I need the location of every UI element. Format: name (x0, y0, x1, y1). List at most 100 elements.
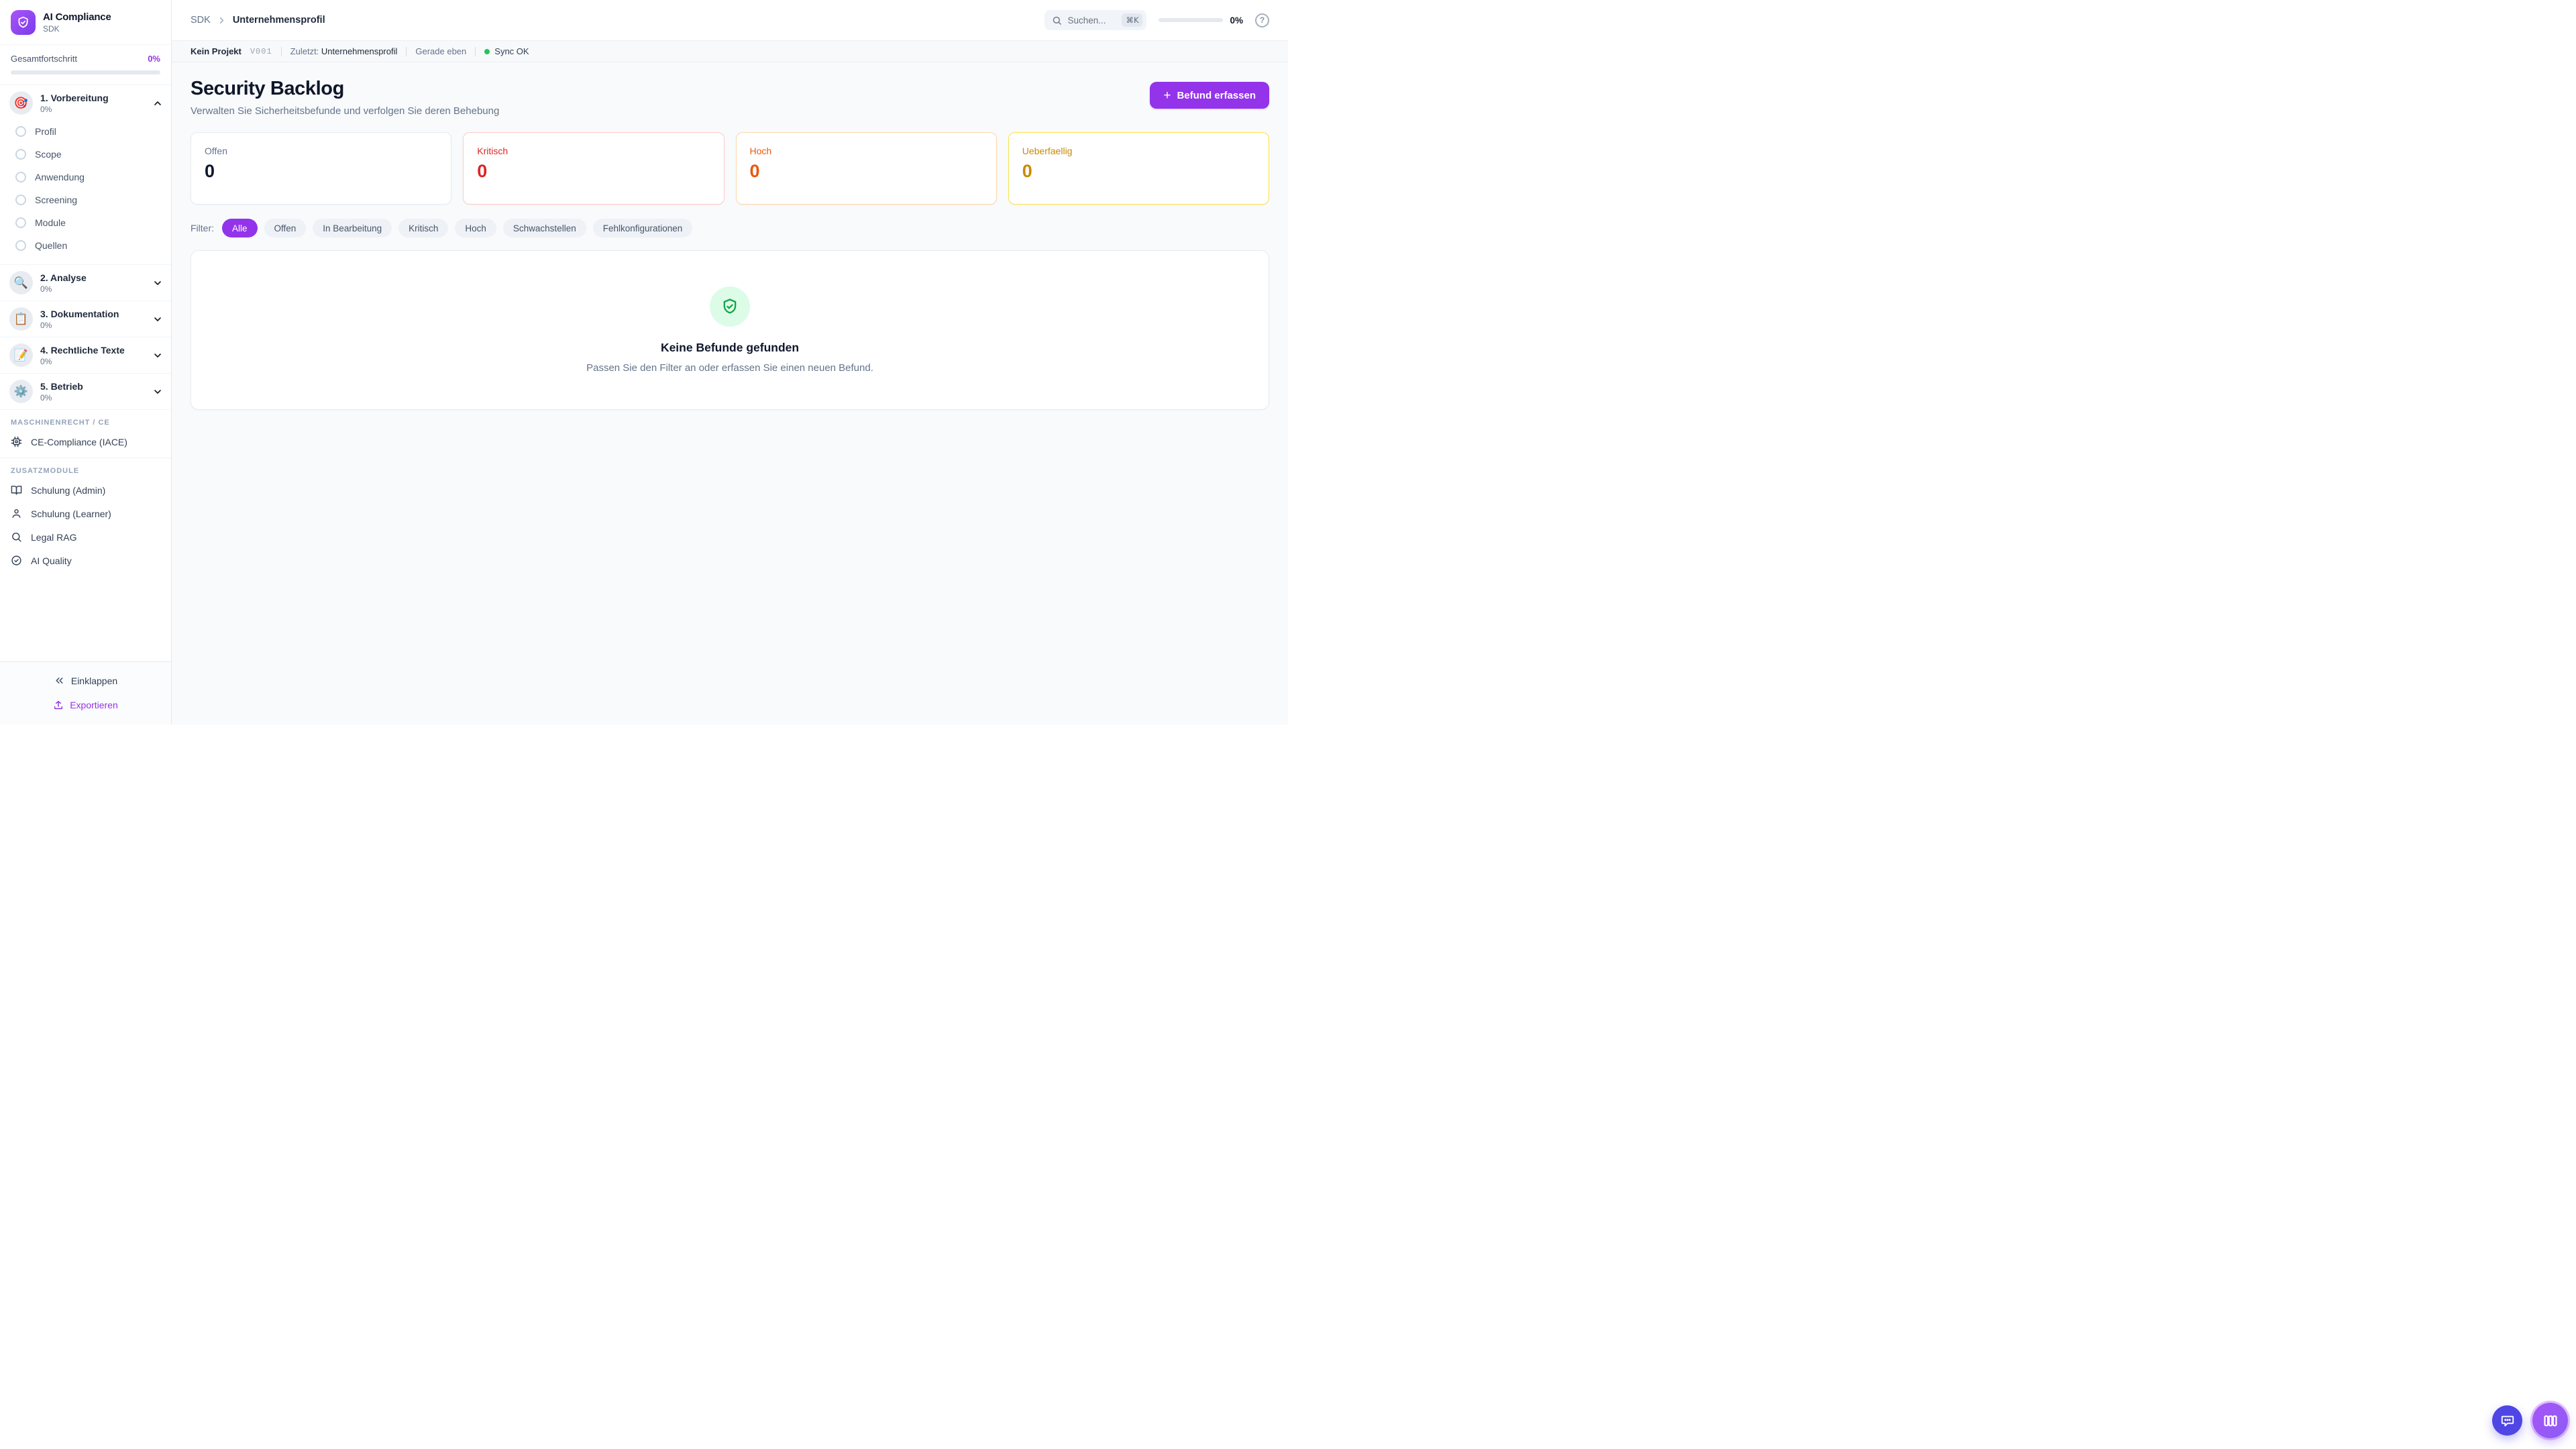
divider (406, 46, 407, 56)
sidebar-item-profil[interactable]: Profil (9, 120, 163, 143)
page-title: Security Backlog (191, 78, 344, 99)
section-percent: 0% (40, 104, 52, 114)
filter-chip-in-bearbeitung[interactable]: In Bearbeitung (313, 219, 392, 237)
overall-progress-value: 0% (148, 54, 160, 64)
sidebar: AI Compliance SDK Gesamtfortschritt 0% 🎯… (0, 0, 172, 724)
page-subtitle: Verwalten Sie Sicherheitsbefunde und ver… (191, 105, 500, 117)
shield-check-icon (720, 297, 739, 316)
filter-chip-schwachstellen[interactable]: Schwachstellen (502, 219, 586, 237)
sidebar-item-scope[interactable]: Scope (9, 143, 163, 166)
filter-chip-hoch[interactable]: Hoch (455, 219, 496, 237)
sidebar-section-analyse: 🔍 2. Analyse 0% (0, 265, 171, 301)
chevron-right-icon (217, 15, 227, 25)
magnifier-icon: 🔍 (9, 271, 33, 294)
target-icon: 🎯 (9, 91, 33, 115)
sidebar-item-ai-quality[interactable]: AI Quality (0, 549, 171, 572)
sidebar-section-betrieb-header[interactable]: ⚙️ 5. Betrieb 0% (9, 380, 163, 403)
help-button[interactable]: ? (1255, 13, 1269, 28)
shield-check-icon (16, 15, 30, 30)
sidebar-group-zusatzmodule: ZUSATZMODULE Schulung (Admin) Schulung (… (0, 458, 171, 572)
last-saved: Zuletzt: Unternehmensprofil (290, 46, 398, 56)
plus-icon: + (1163, 88, 1171, 103)
sidebar-footer: Einklappen Exportieren (0, 661, 171, 724)
sidebar-section-betrieb: ⚙️ 5. Betrieb 0% (0, 374, 171, 410)
double-chevron-left-icon (54, 675, 65, 686)
stat-card-hoch: Hoch 0 (735, 132, 997, 205)
stat-card-offen: Offen 0 (191, 132, 452, 205)
sidebar-item-schulung-learner[interactable]: Schulung (Learner) (0, 502, 171, 525)
group-header-maschinenrecht: MASCHINENRECHT / CE (11, 419, 110, 427)
empty-state-icon-bg (710, 286, 750, 327)
overall-progress-label: Gesamtfortschritt (11, 54, 77, 64)
columns-icon (2542, 1413, 2559, 1429)
chevron-down-icon (152, 314, 163, 325)
filter-chip-kritisch[interactable]: Kritisch (398, 219, 449, 237)
stat-card-ueberfaellig: Ueberfaellig 0 (1008, 132, 1269, 205)
columns-panel-button[interactable] (2532, 1403, 2568, 1438)
overall-progress: Gesamtfortschritt 0% (0, 45, 171, 85)
add-finding-button[interactable]: + Befund erfassen (1150, 82, 1269, 109)
header-progress-value: 0% (1230, 15, 1243, 25)
sidebar-item-ce-compliance[interactable]: CE-Compliance (IACE) (0, 430, 171, 453)
stat-card-kritisch: Kritisch 0 (463, 132, 724, 205)
export-button[interactable]: Exportieren (9, 694, 162, 716)
last-saved-time: Gerade eben (415, 46, 467, 56)
sync-status: Sync OK (484, 46, 529, 56)
group-header-zusatzmodule: ZUSATZMODULE (11, 467, 80, 475)
overall-progress-bar (11, 70, 160, 74)
radio-circle-icon (15, 126, 26, 137)
version-badge: V001 (250, 46, 272, 56)
search-icon (1052, 15, 1062, 25)
header-progress-bar (1159, 18, 1224, 22)
check-circle-icon (11, 555, 22, 566)
radio-circle-icon (15, 217, 26, 228)
chevron-up-icon (152, 98, 163, 109)
breadcrumb-root[interactable]: SDK (191, 15, 211, 25)
radio-circle-icon (15, 149, 26, 160)
status-bar: Kein Projekt V001 Zuletzt: Unternehmensp… (172, 40, 1288, 62)
upload-icon (53, 700, 64, 710)
filter-chip-alle[interactable]: Alle (222, 219, 258, 237)
shortcut-badge: ⌘K (1122, 13, 1143, 27)
sidebar-item-anwendung[interactable]: Anwendung (9, 166, 163, 189)
sidebar-group-maschinenrecht: MASCHINENRECHT / CE CE-Compliance (IACE) (0, 410, 171, 458)
sidebar-item-module[interactable]: Module (9, 211, 163, 234)
chevron-down-icon (152, 278, 163, 288)
sidebar-section-dokumentation-header[interactable]: 📋 3. Dokumentation 0% (9, 307, 163, 331)
book-open-icon (11, 484, 22, 496)
chat-bubble-icon (2500, 1413, 2515, 1428)
filter-bar: Filter: Alle Offen In Bearbeitung Kritis… (191, 219, 1269, 237)
chat-button[interactable] (2492, 1405, 2522, 1436)
collapse-sidebar-button[interactable]: Einklappen (9, 669, 162, 692)
search-input[interactable] (1067, 15, 1117, 25)
filter-chip-offen[interactable]: Offen (264, 219, 307, 237)
project-name: Kein Projekt (191, 46, 241, 56)
sidebar-item-schulung-admin[interactable]: Schulung (Admin) (0, 478, 171, 502)
section-title: 1. Vorbereitung (40, 92, 109, 103)
global-search[interactable]: ⌘K (1044, 10, 1147, 30)
sidebar-section-rechtliche-texte: 📝 4. Rechtliche Texte 0% (0, 337, 171, 374)
sidebar-section-dokumentation: 📋 3. Dokumentation 0% (0, 301, 171, 337)
empty-state-title: Keine Befunde gefunden (660, 341, 800, 354)
main-area: SDK Unternehmensprofil ⌘K 0% ? Kein Proj… (172, 0, 1288, 724)
topbar: SDK Unternehmensprofil ⌘K 0% ? (172, 0, 1288, 40)
sidebar-item-quellen[interactable]: Quellen (9, 234, 163, 257)
app-subtitle: SDK (43, 24, 60, 34)
sync-ok-dot-icon (484, 48, 490, 54)
sidebar-section-analyse-header[interactable]: 🔍 2. Analyse 0% (9, 271, 163, 294)
sidebar-nav: 🎯 1. Vorbereitung 0% Profil Scope (0, 85, 171, 661)
sidebar-item-screening[interactable]: Screening (9, 189, 163, 211)
divider (280, 46, 282, 56)
radio-circle-icon (15, 240, 26, 251)
gear-icon: ⚙️ (9, 380, 33, 403)
sidebar-section-rechtliche-texte-header[interactable]: 📝 4. Rechtliche Texte 0% (9, 343, 163, 367)
breadcrumb-current[interactable]: Unternehmensprofil (232, 15, 325, 25)
stats-row: Offen 0 Kritisch 0 Hoch 0 Ueberfaellig 0 (191, 132, 1269, 205)
app-brand: AI Compliance SDK (0, 0, 171, 45)
radio-circle-icon (15, 195, 26, 205)
chevron-down-icon (152, 350, 163, 361)
filter-chip-fehlkonfigurationen[interactable]: Fehlkonfigurationen (592, 219, 693, 237)
sidebar-item-legal-rag[interactable]: Legal RAG (0, 525, 171, 549)
page-content: Security Backlog Verwalten Sie Sicherhei… (172, 62, 1288, 724)
sidebar-section-vorbereitung-header[interactable]: 🎯 1. Vorbereitung 0% (9, 91, 163, 115)
